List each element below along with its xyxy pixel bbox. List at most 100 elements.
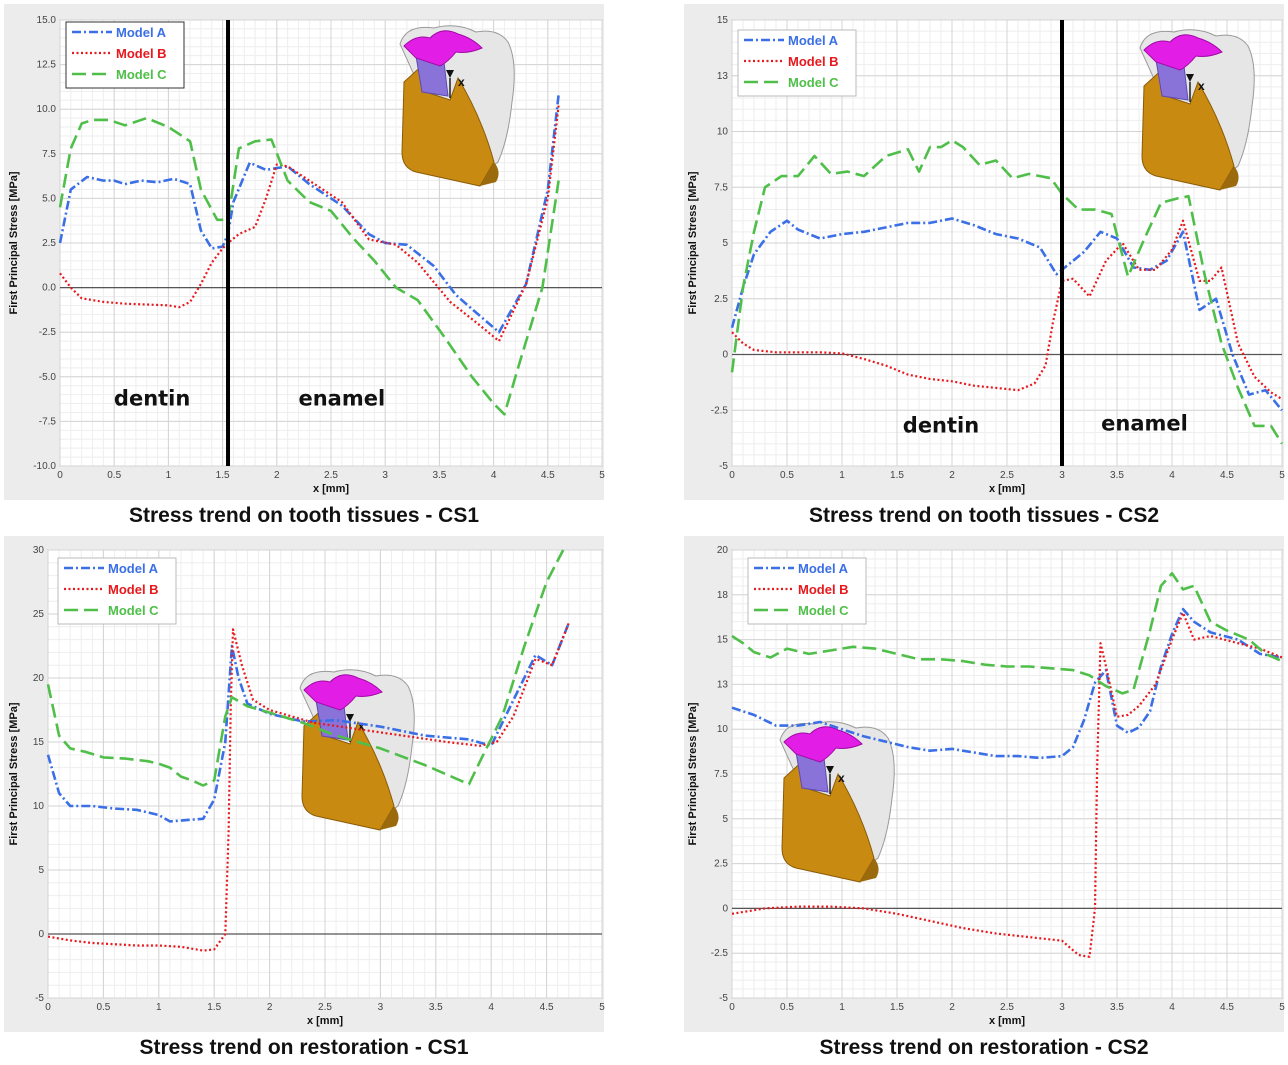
x-tick-label: 5 bbox=[599, 1002, 605, 1013]
tooth-illustration: x bbox=[299, 669, 415, 831]
legend-entry: Model C bbox=[116, 67, 167, 82]
x-axis-title: x [mm] bbox=[989, 483, 1025, 495]
legend-entry: Model B bbox=[116, 46, 167, 61]
y-tick-label: 10 bbox=[717, 127, 729, 138]
x-axis-title: x [mm] bbox=[989, 1015, 1025, 1027]
tooth-base-side bbox=[480, 162, 499, 186]
y-tick-label: 5 bbox=[722, 238, 728, 249]
x-tick-label: 5 bbox=[599, 470, 605, 481]
x-tick-label: 4.5 bbox=[541, 470, 555, 481]
x-tick-label: 1 bbox=[839, 1002, 845, 1013]
chart-caption: Stress trend on restoration - CS1 bbox=[139, 1036, 469, 1059]
series-line-model-a bbox=[58, 94, 560, 334]
tooth-restoration bbox=[783, 726, 863, 763]
y-tick-label: 12.5 bbox=[37, 60, 57, 71]
x-axis-title: x [mm] bbox=[307, 1015, 343, 1027]
tooth-restoration bbox=[403, 30, 483, 67]
marker-x-label: x bbox=[1198, 79, 1205, 93]
x-tick-label: 0 bbox=[729, 470, 735, 481]
y-tick-label: 15 bbox=[717, 635, 729, 646]
marker-arrow-icon bbox=[1186, 74, 1194, 82]
y-tick-label: -5.0 bbox=[39, 372, 57, 383]
x-tick-label: 3 bbox=[1059, 1002, 1065, 1013]
y-tick-label: -7.5 bbox=[39, 416, 57, 427]
tooth-base bbox=[1141, 64, 1235, 191]
x-tick-label: 4 bbox=[1169, 1002, 1175, 1013]
series-line-model-c bbox=[730, 139, 1284, 445]
legend-entry: Model B bbox=[788, 54, 839, 69]
marker-x-label: x bbox=[838, 771, 845, 785]
chart-panel-restoration-cs1: 0 0.5 1 1.5 2 2.5 3 3.5 4 4.5 5 -5 0 5 10 15 20 25 30 x [mm… bbox=[4, 536, 605, 1059]
series-line-model-b bbox=[731, 611, 1283, 958]
x-tick-label: 4.5 bbox=[1220, 470, 1234, 481]
x-axis-title: x [mm] bbox=[313, 483, 349, 495]
marker-arrow-icon bbox=[826, 766, 834, 774]
y-tick-label: 30 bbox=[33, 545, 45, 556]
x-tick-label: 0.5 bbox=[780, 470, 794, 481]
y-tick-label: 13 bbox=[717, 71, 729, 82]
series-line-model-c bbox=[58, 116, 560, 416]
y-tick-label: -10.0 bbox=[33, 461, 56, 472]
chart-panel-restoration-cs2: 0 0.5 1 1.5 2 2.5 3 3.5 4 4.5 5 -5 -2.5 0 2.5 5 7.5 10 13 1… bbox=[684, 536, 1285, 1059]
chart-panel-tissues-cs1: 0 0.5 1 1.5 2 2.5 3 3.5 4 4.5 5 -10.0 -7.5 -5.0 -2.5 0.… bbox=[4, 4, 605, 527]
x-tick-label: 1.5 bbox=[890, 470, 904, 481]
series-line-model-a bbox=[730, 217, 1284, 412]
x-tick-label: 2 bbox=[274, 470, 280, 481]
y-axis-title: First Principal Stress [MPa] bbox=[8, 171, 20, 314]
x-tick-label: 2.5 bbox=[1000, 1002, 1014, 1013]
y-tick-label: 20 bbox=[717, 545, 729, 556]
tooth-base bbox=[401, 60, 495, 187]
chart-tissues-cs1: 0 0.5 1 1.5 2 2.5 3 3.5 4 4.5 5 -10.0 -7.5 -5.0 -2.5 0.… bbox=[4, 4, 605, 500]
y-tick-label: 7.5 bbox=[714, 182, 728, 193]
legend-entry: Model A bbox=[108, 561, 159, 576]
marker-x-label: x bbox=[458, 75, 465, 89]
y-tick-label: 0 bbox=[38, 929, 44, 940]
x-tick-label: 1 bbox=[839, 470, 845, 481]
y-tick-label: 2.5 bbox=[714, 294, 728, 305]
legend-entry: Model C bbox=[798, 603, 849, 618]
y-tick-label: 25 bbox=[33, 609, 45, 620]
region-label-dentin: dentin bbox=[903, 414, 979, 438]
y-tick-label: 15 bbox=[717, 15, 729, 26]
y-tick-label: -2.5 bbox=[711, 948, 729, 959]
x-tick-label: 1 bbox=[156, 1002, 162, 1013]
y-tick-label: 20 bbox=[33, 673, 45, 684]
x-tick-label: 0 bbox=[45, 1002, 51, 1013]
tooth-illustration: x bbox=[399, 25, 515, 187]
x-tick-label: 3.5 bbox=[429, 1002, 443, 1013]
y-tick-label: 10 bbox=[33, 801, 45, 812]
y-tick-label: 10.0 bbox=[37, 104, 57, 115]
x-tick-label: 4.5 bbox=[1220, 1002, 1234, 1013]
y-axis-title: First Principal Stress [MPa] bbox=[687, 171, 699, 314]
y-tick-label: 15 bbox=[33, 737, 45, 748]
x-tick-label: 0.5 bbox=[96, 1002, 110, 1013]
legend-entry: Model B bbox=[798, 582, 849, 597]
x-tick-label: 2 bbox=[949, 1002, 955, 1013]
x-tick-label: 3.5 bbox=[1110, 1002, 1124, 1013]
series-line-model-b bbox=[47, 622, 570, 952]
y-tick-label: 2.5 bbox=[714, 859, 728, 870]
legend-entry: Model A bbox=[116, 25, 167, 40]
x-tick-label: 3 bbox=[1059, 470, 1065, 481]
x-tick-label: 4 bbox=[491, 470, 497, 481]
region-label-enamel: enamel bbox=[1101, 411, 1188, 435]
x-tick-label: 5 bbox=[1279, 1002, 1285, 1013]
y-tick-label: -2.5 bbox=[711, 405, 729, 416]
chart-panel-tissues-cs2: 0 0.5 1 1.5 2 2.5 3 3.5 4 4.5 5 -5 -2.5 0 2.5 5 7.5 10 13 1… bbox=[684, 4, 1285, 527]
series-line-model-b bbox=[59, 105, 560, 343]
region-label-dentin: dentin bbox=[114, 386, 190, 410]
y-tick-label: -5 bbox=[719, 461, 728, 472]
y-tick-label: 13 bbox=[717, 679, 729, 690]
chart-caption: Stress trend on tooth tissues - CS2 bbox=[808, 504, 1160, 527]
y-axis-title: First Principal Stress [MPa] bbox=[8, 702, 20, 845]
x-tick-label: 3 bbox=[382, 470, 388, 481]
y-axis-title: First Principal Stress [MPa] bbox=[687, 702, 699, 845]
y-tick-label: 0 bbox=[722, 350, 728, 361]
tooth-base bbox=[781, 756, 875, 883]
x-tick-label: 1.5 bbox=[216, 470, 230, 481]
y-tick-label: 5 bbox=[722, 814, 728, 825]
x-tick-label: 1.5 bbox=[207, 1002, 221, 1013]
x-tick-label: 2.5 bbox=[1000, 470, 1014, 481]
series-line-model-c bbox=[731, 571, 1283, 695]
y-tick-label: 5 bbox=[38, 865, 44, 876]
